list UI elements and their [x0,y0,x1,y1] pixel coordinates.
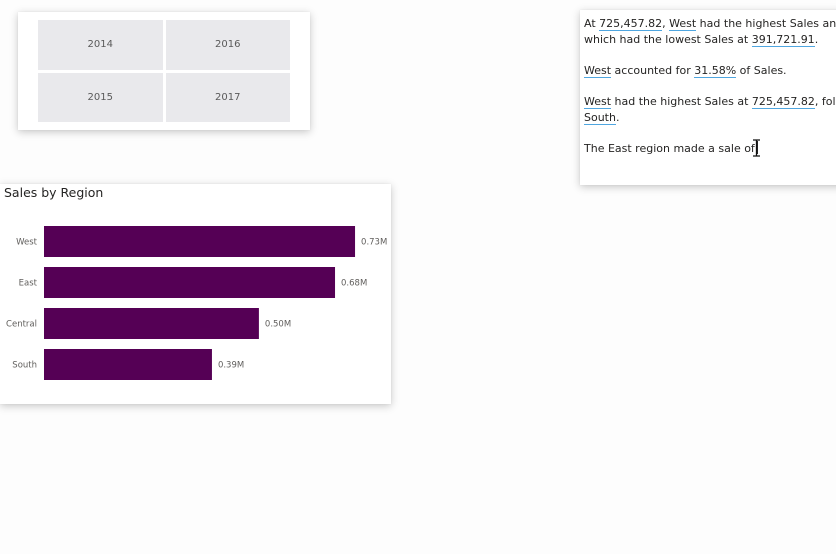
narr-text: . [615,111,620,124]
narr-text: , [662,17,670,30]
narr-value[interactable]: 725,457.82 [751,95,815,109]
slicer-tile-2015[interactable]: 2015 [38,72,163,122]
narrative-text[interactable]: At 725,457.82, West had the highest Sale… [584,16,836,172]
category-label: West [16,238,38,248]
narr-value[interactable]: South [584,111,616,125]
bar-west[interactable] [44,226,356,257]
sales-by-region-chart[interactable]: Sales by Region West 0.73M East 0.68M Centra… [0,184,391,404]
narr-text: . [814,33,819,46]
bar-south[interactable] [44,349,212,380]
narrative-para-typing[interactable]: The East region made a sale of [584,141,836,157]
slicer-tile-2014[interactable]: 2014 [38,20,163,70]
narr-text: had the highest Sales at [611,95,752,108]
data-label: 0.39M [218,361,244,371]
narr-text: of Sales. [736,64,787,77]
category-label: Central [6,320,37,330]
narrative-para-2: West accounted for 31.58% of Sales. [584,63,836,79]
text-caret [756,141,758,154]
category-label: South [12,361,37,371]
narr-value[interactable]: West [584,95,612,109]
category-label: East [19,279,38,289]
ibeam-cursor-icon [753,139,760,157]
slicer-grid: 2014 2016 2015 2017 [38,20,290,122]
bar-east[interactable] [44,267,336,298]
narr-text: accounted for [611,64,695,77]
narr-value[interactable]: West [584,64,612,78]
chart-title: Sales by Region [4,185,104,200]
data-label: 0.50M [265,320,291,330]
slicer-tile-2017[interactable]: 2017 [165,72,290,122]
typing-text: The East region made a sale of [584,142,755,155]
narr-text: which had the lowest Sales at [584,33,752,46]
chart-plot: West 0.73M East 0.68M Central 0.50M South 0.39M [6,226,387,380]
narr-value[interactable]: 31.58% [694,64,737,78]
smart-narrative[interactable]: At 725,457.82, West had the highest Sale… [580,10,836,185]
narrative-para-3: West had the highest Sales at 725,457.82… [584,94,836,126]
bar-central[interactable] [44,308,259,339]
data-label: 0.68M [341,279,367,289]
narr-value[interactable]: West [669,17,697,31]
narr-value[interactable]: 391,721.91 [751,33,815,47]
narr-text: At [584,17,600,30]
data-label: 0.73M [361,238,387,248]
narr-value[interactable]: 725,457.82 [599,17,663,31]
narr-text: had the highest Sales and was [699,17,836,30]
narrative-para-1: At 725,457.82, West had the highest Sale… [584,16,836,48]
slicer-tile-2016[interactable]: 2016 [165,20,290,70]
narr-text: , followed [814,95,836,108]
year-slicer: 2014 2016 2015 2017 [18,12,310,130]
